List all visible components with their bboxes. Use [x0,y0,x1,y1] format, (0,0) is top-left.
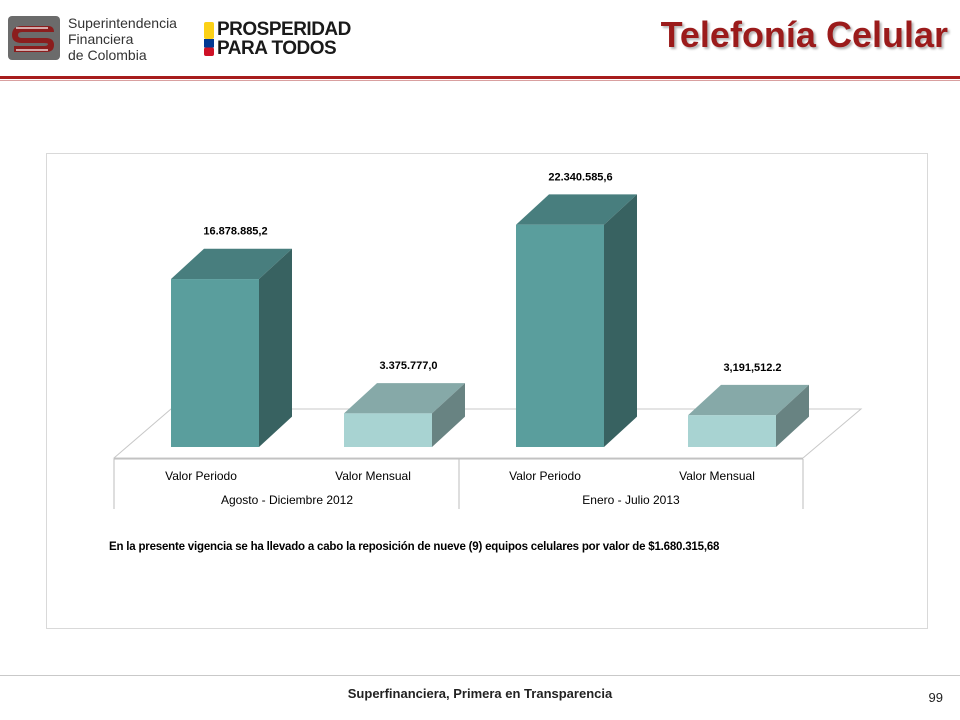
bar-3-top [516,194,637,225]
bar-chart: 16.878.885,2 3.375.777,0 22.340.585,6 3,191… [112,171,863,509]
footer-divider [0,675,960,676]
group-label-2: Enero - Julio 2013 [582,493,680,507]
chart-data-labels: 16.878.885,2 3.375.777,0 22.340.585,6 3,191… [203,171,781,374]
bar-2 [344,383,465,447]
category-label-1: Valor Periodo [165,469,237,483]
data-label-1: 16.878.885,2 [203,226,267,238]
data-label-2: 3.375.777,0 [379,360,437,372]
superintendencia-line-2: Financiera [68,31,134,47]
prosperidad-logo: PROSPERIDAD PARA TODOS [204,20,354,60]
category-label-3: Valor Periodo [509,469,581,483]
superintendencia-logo: Superintendencia Financiera de Colombia [6,12,178,64]
chart-floor-plane [112,408,863,459]
bar-4-side [776,384,809,447]
superintendencia-name: Superintendencia Financiera de Colombia [68,15,177,63]
footnote-text: En la presente vigencia se ha llevado a … [109,541,720,553]
category-label-4: Valor Mensual [679,469,755,483]
page-number: 99 [928,690,943,705]
bar-4-top [688,384,809,416]
bar-1-front [171,279,259,447]
chart-bars [171,194,809,447]
bar-2-top [344,383,465,414]
bar-2-side [432,383,465,447]
bar-3 [516,194,637,447]
chart-floor [112,408,863,459]
bar-3-front [516,224,604,447]
prosperidad-line-1: PROSPERIDAD [217,19,351,40]
data-label-3: 22.340.585,6 [548,171,612,183]
bar-3-side [604,194,637,447]
bar-1 [171,248,292,447]
footer-tagline: Superfinanciera, Primera en Transparenci… [347,686,613,701]
bar-1-top [171,248,292,280]
prosperidad-line-2: PARA TODOS [217,38,337,59]
chart-frame: 16.878.885,2 3.375.777,0 22.340.585,6 3,191… [46,153,928,629]
header-divider [0,76,960,79]
bar-1-side [259,248,292,447]
bar-2-front [344,413,432,447]
page-title: Telefonía Celular [660,14,948,55]
superintendencia-line-3: de Colombia [68,47,147,63]
bar-4-front [688,415,776,447]
colombia-flag-icon [204,22,214,56]
category-label-2: Valor Mensual [335,469,411,483]
superintendencia-seal-icon [8,16,60,60]
group-label-1: Agosto - Diciembre 2012 [221,493,353,507]
header-divider-shadow [0,80,960,81]
superintendencia-line-1: Superintendencia [68,15,177,31]
data-label-4: 3,191,512.2 [723,362,781,374]
chart-axis-table: Valor Periodo Valor Mensual Valor Periodo V… [113,458,804,509]
bar-4 [688,384,809,447]
